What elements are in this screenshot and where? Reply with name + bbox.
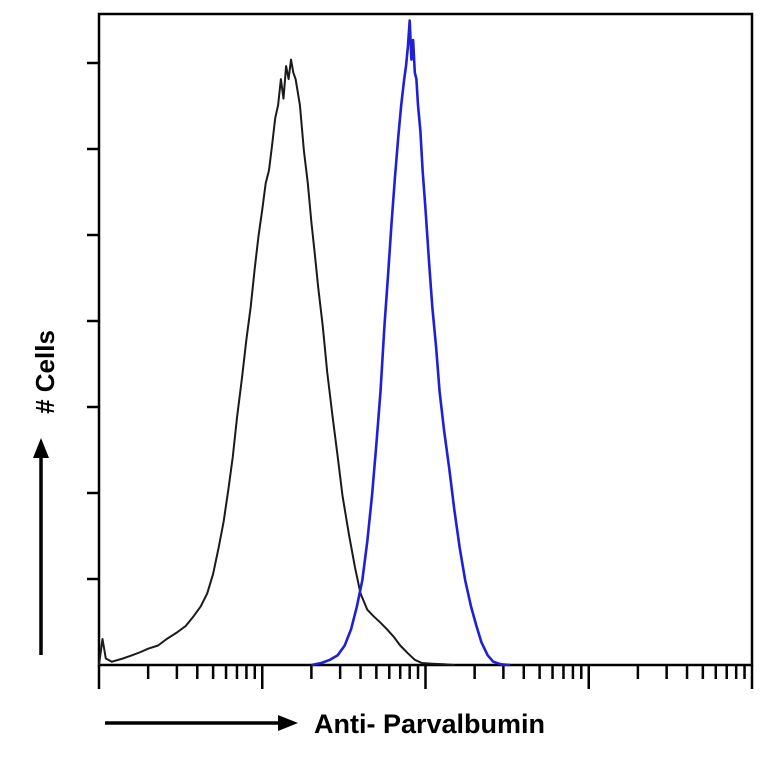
x-axis-ticks — [97, 665, 754, 689]
histogram-series-0 — [98, 58, 455, 666]
y-axis-arrow-head — [33, 438, 49, 458]
x-axis-label-group: Anti- Parvalbumin — [105, 709, 545, 739]
y-axis-ticks — [87, 61, 99, 581]
series-layer — [98, 19, 511, 667]
histogram-series-1 — [311, 19, 511, 667]
y-axis-label-group: # Cells — [30, 330, 60, 655]
y-axis-label: # Cells — [30, 330, 60, 414]
x-axis-label: Anti- Parvalbumin — [314, 709, 545, 739]
x-axis-arrow-head — [278, 715, 298, 731]
